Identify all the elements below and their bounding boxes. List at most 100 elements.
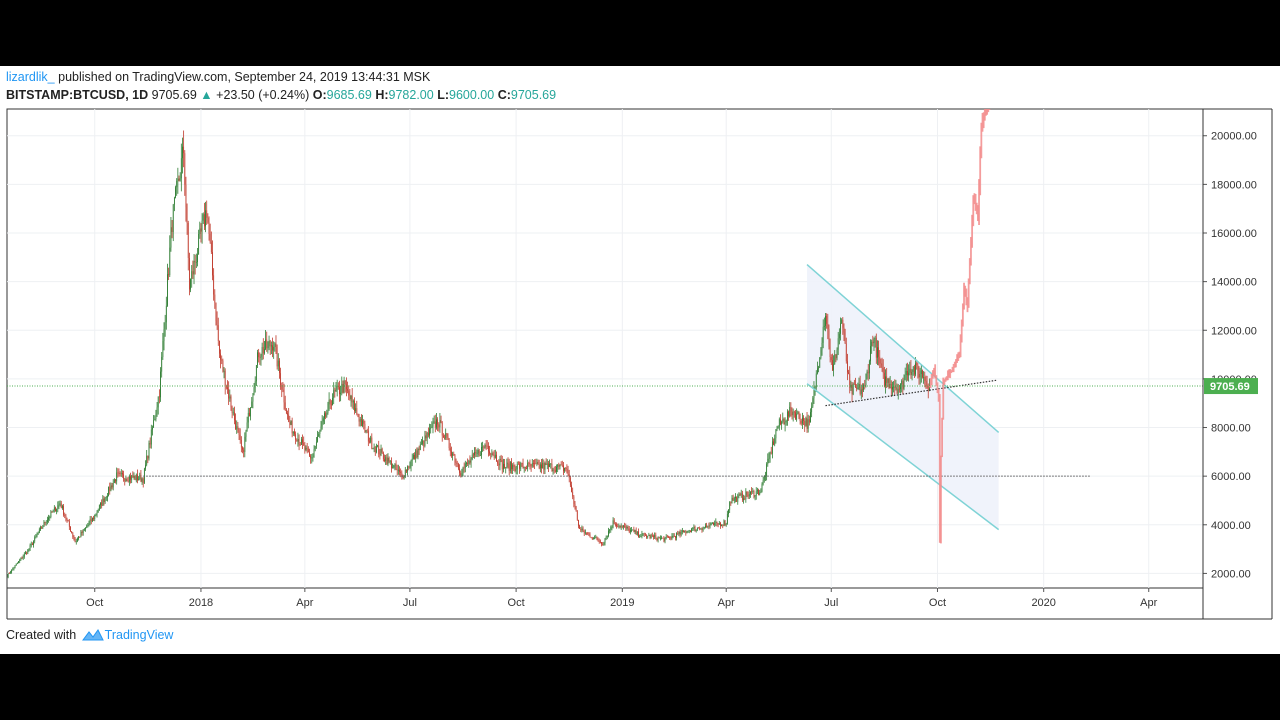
candle-body — [591, 537, 593, 539]
projection-bar — [948, 369, 950, 378]
candle-body — [692, 527, 694, 530]
candle-body — [140, 474, 142, 482]
candle-body — [341, 383, 343, 393]
projection-bar — [931, 370, 934, 379]
candle-body — [134, 476, 136, 481]
projection-bar — [956, 354, 959, 363]
candle-body — [380, 448, 382, 456]
candle-body — [903, 380, 905, 389]
candle-body — [886, 376, 888, 383]
candle-body — [41, 527, 43, 529]
candle-body — [177, 178, 179, 181]
candle-body — [605, 536, 607, 539]
candle-body — [198, 234, 200, 255]
candle-body — [761, 484, 763, 492]
candle-body — [620, 525, 622, 528]
candle-body — [381, 448, 383, 453]
candle-body — [274, 343, 276, 347]
candle-body — [698, 527, 699, 529]
candle-body — [842, 319, 844, 328]
candle-body — [898, 388, 900, 390]
projection-bar — [979, 146, 982, 196]
candle-body — [695, 529, 697, 532]
candle-body — [427, 432, 429, 436]
candle-body — [312, 453, 314, 458]
candle-body — [762, 480, 764, 485]
candle-body — [546, 463, 548, 465]
candle-body — [66, 518, 68, 520]
candle-body — [750, 491, 751, 495]
candle-body — [264, 349, 265, 354]
candle-body — [161, 356, 163, 372]
candle-body — [105, 497, 107, 499]
candle-body — [907, 370, 908, 376]
candle-body — [139, 474, 141, 480]
candle-body — [100, 502, 101, 506]
candle-body — [29, 545, 31, 550]
candle-body — [822, 326, 824, 343]
candle-body — [557, 464, 559, 467]
candle-body — [700, 528, 702, 530]
candle-body — [536, 462, 538, 464]
candle-body — [878, 347, 880, 357]
candle-body — [587, 533, 589, 535]
candle-body — [888, 378, 890, 389]
published-text: published on TradingView.com, September … — [58, 70, 431, 84]
candle-body — [417, 448, 419, 458]
candle-body — [227, 387, 228, 389]
candle-body — [109, 486, 111, 491]
candle-body — [904, 375, 906, 381]
candle-body — [858, 384, 860, 388]
candle-body — [92, 517, 93, 522]
candle-body — [493, 454, 495, 458]
candle-body — [403, 476, 405, 478]
candle-body — [596, 537, 598, 539]
candle-body — [601, 542, 602, 545]
candle-body — [588, 533, 590, 535]
candle-body — [688, 530, 690, 532]
candle-body — [117, 472, 119, 474]
candle-body — [128, 476, 130, 482]
candle-body — [778, 419, 780, 427]
candle-body — [165, 305, 167, 323]
tradingview-link[interactable]: TradingView — [104, 628, 174, 642]
candle-body — [664, 538, 666, 542]
candle-body — [584, 532, 586, 534]
candle-body — [207, 217, 209, 223]
candle-body — [533, 463, 534, 464]
candle-body — [613, 520, 615, 525]
candle-body — [320, 426, 322, 432]
candle-body — [52, 509, 54, 513]
candle-body — [38, 529, 40, 534]
projection-bar — [961, 303, 964, 327]
candle-body — [916, 363, 918, 366]
candle-body — [135, 474, 137, 481]
candle-body — [36, 534, 38, 537]
candle-body — [442, 435, 444, 438]
candle-body — [231, 407, 233, 413]
candle-body — [214, 294, 216, 303]
candle-body — [220, 353, 221, 360]
candle-body — [675, 536, 676, 538]
candle-body — [20, 557, 22, 560]
candle-body — [441, 422, 443, 436]
candle-body — [710, 523, 712, 525]
candle-body — [164, 322, 166, 330]
candle-body — [321, 421, 323, 427]
candle-body — [289, 421, 291, 425]
candle-body — [367, 430, 369, 442]
candle-body — [183, 146, 185, 154]
price-chart[interactable]: 2000.004000.006000.008000.0010000.001200… — [0, 108, 1280, 620]
candle-body — [225, 386, 227, 388]
author-link[interactable]: lizardlik_ — [6, 70, 55, 84]
candle-body — [335, 389, 337, 392]
candle-body — [14, 565, 16, 568]
candle-body — [748, 494, 750, 497]
candle-body — [662, 537, 664, 539]
candle-body — [798, 411, 800, 418]
candle-body — [781, 421, 783, 425]
candle-body — [654, 535, 656, 537]
candle-body — [260, 355, 262, 358]
projection-bar — [981, 113, 984, 132]
candle-body — [185, 184, 187, 208]
